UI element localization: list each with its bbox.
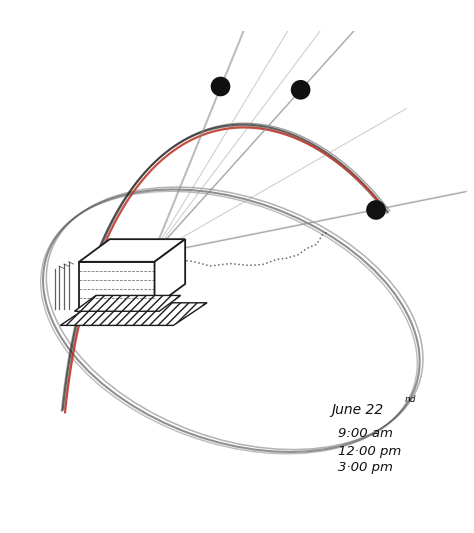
Point (372, 206, 380, 214)
Point (217, 82, 224, 91)
Text: 3·00 pm: 3·00 pm (338, 461, 393, 474)
Polygon shape (79, 262, 155, 306)
Polygon shape (60, 303, 207, 326)
Polygon shape (79, 239, 185, 262)
Text: 9:00 am: 9:00 am (338, 427, 393, 440)
Text: June 22: June 22 (331, 403, 383, 417)
Polygon shape (74, 295, 181, 311)
Polygon shape (155, 239, 185, 306)
Point (297, 85, 304, 94)
Text: 12·00 pm: 12·00 pm (338, 445, 401, 458)
Text: nd: nd (404, 395, 416, 405)
